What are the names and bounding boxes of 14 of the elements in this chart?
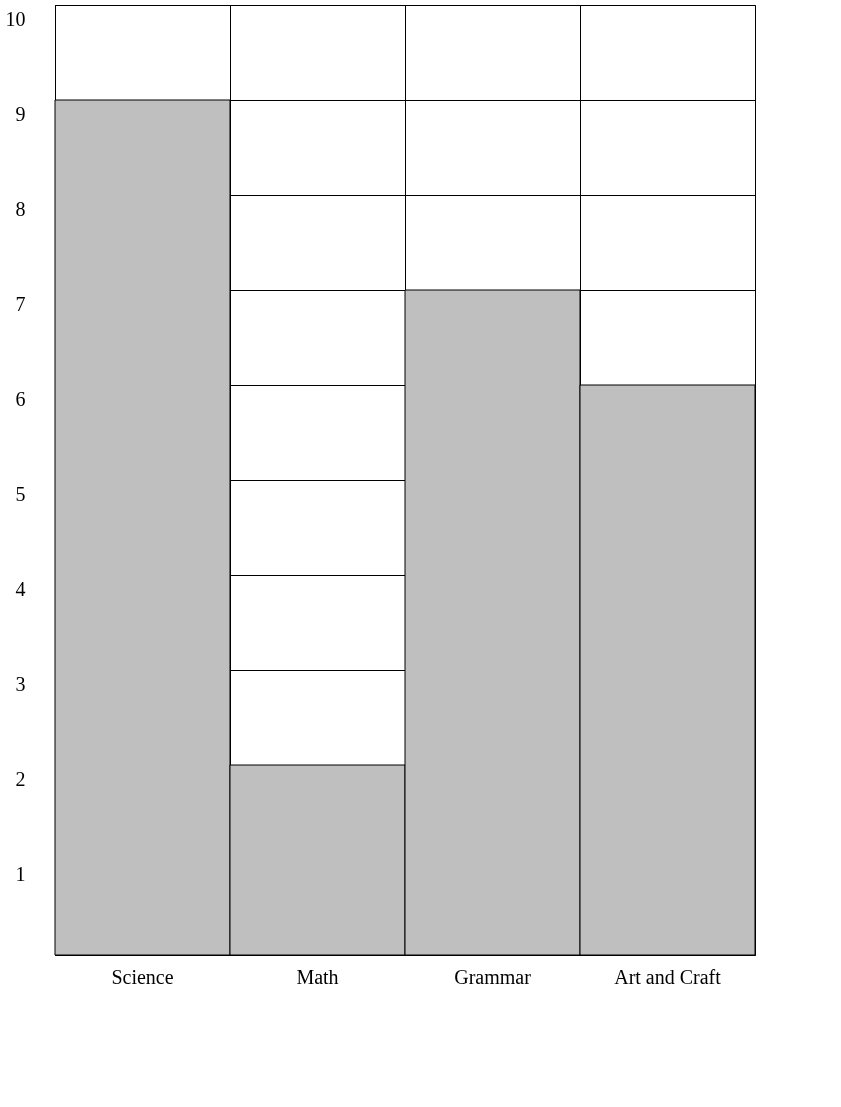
- y-tick-label: 8: [15, 197, 26, 220]
- y-tick-label: 6: [15, 387, 26, 410]
- y-tick-label: 3: [15, 672, 26, 695]
- x-tick-label: Science: [111, 965, 174, 988]
- x-tick-label: Math: [296, 965, 339, 988]
- y-tick-label: 5: [15, 482, 26, 505]
- y-tick-label: 1: [15, 862, 26, 885]
- y-tick-label: 7: [15, 292, 26, 315]
- y-tick-label: 9: [15, 102, 26, 125]
- y-tick-label: 10: [5, 7, 26, 30]
- x-tick-label: Grammar: [454, 965, 532, 988]
- y-tick-label: 4: [15, 577, 26, 600]
- x-tick-label: Art and Craft: [614, 965, 722, 988]
- y-tick-label: 2: [15, 767, 26, 790]
